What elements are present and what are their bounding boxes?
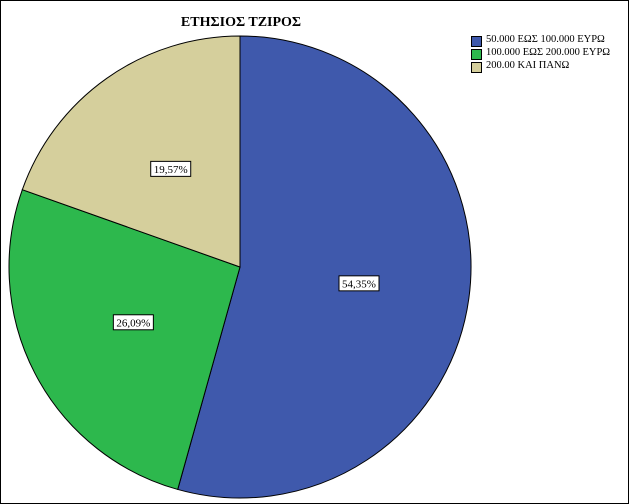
legend: 50.000 ΕΩΣ 100.000 ΕΥΡΩ 100.000 ΕΩΣ 200.… [471,34,621,74]
slice-label-text: 54,35% [342,278,376,290]
legend-swatch [471,49,482,60]
legend-label: 50.000 ΕΩΣ 100.000 ΕΥΡΩ [486,34,605,45]
slice-label-box [150,160,192,177]
pie-slice [177,35,472,499]
slice-label-text: 26,09% [116,317,150,329]
slice-label-text: 19,57% [154,164,188,176]
legend-swatch [471,36,482,47]
legend-label: 200.00 ΚΑΙ ΠΑΝΩ [486,60,570,71]
slice-label: 19,57% [150,160,192,177]
legend-item: 50.000 ΕΩΣ 100.000 ΕΥΡΩ [471,34,621,47]
slice-label: 54,35% [338,275,380,292]
pie-slice [8,189,241,491]
chart-title: ΕΤΗΣΙΟΣ ΤΖΙΡΟΣ [180,15,302,30]
legend-swatch [471,62,482,73]
legend-item: 100.000 ΕΩΣ 200.000 ΕΥΡΩ [471,47,621,60]
legend-item: 200.00 ΚΑΙ ΠΑΝΩ [471,60,621,73]
pie-slice [21,35,241,268]
slice-label-box [338,275,380,292]
legend-label: 100.000 ΕΩΣ 200.000 ΕΥΡΩ [486,47,611,58]
slice-label: 26,09% [112,314,154,331]
slice-label-box [112,314,154,331]
